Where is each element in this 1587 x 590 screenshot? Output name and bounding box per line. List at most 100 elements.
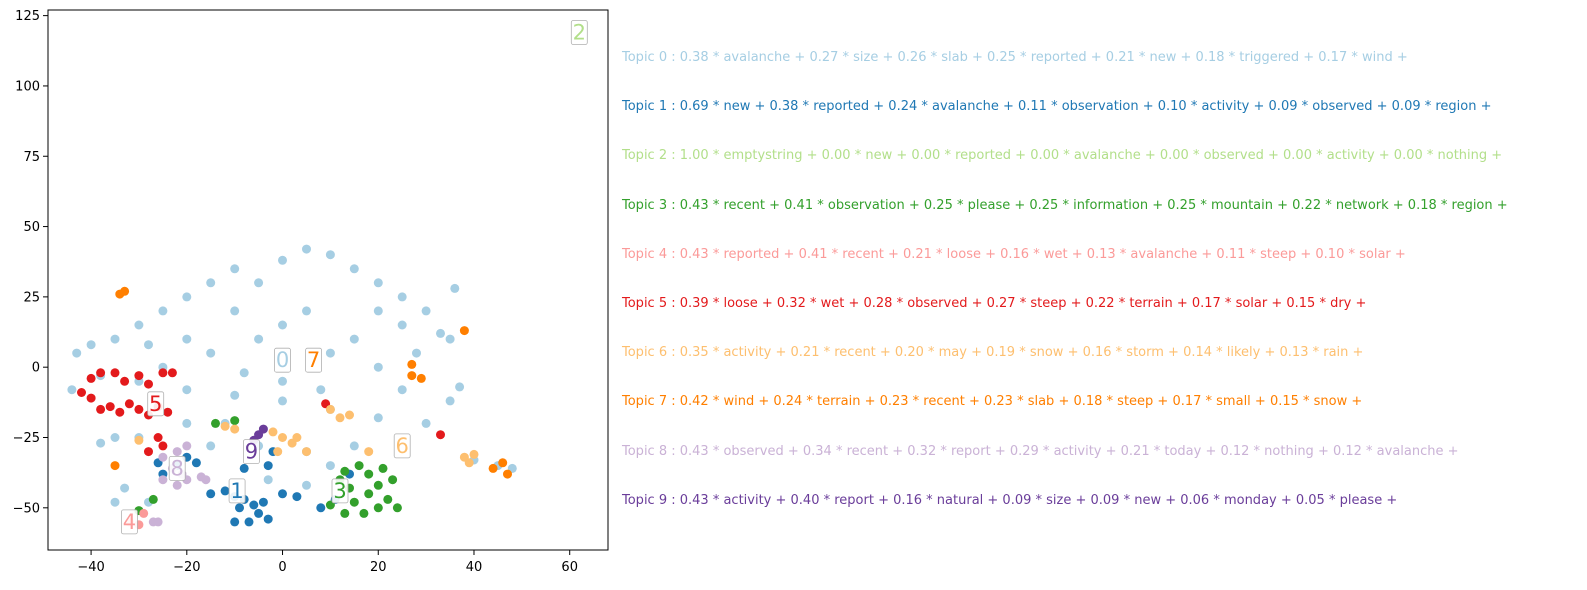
cluster-label-box-7: [305, 347, 323, 373]
point-topic-0-2: [302, 244, 311, 254]
point-topic-7-7: [488, 463, 498, 473]
point-topic-0-21: [278, 396, 287, 406]
point-topic-6-5: [292, 433, 302, 442]
point-topic-0-3: [325, 250, 335, 260]
point-topic-0-65: [144, 340, 153, 350]
point-topic-8-0: [158, 452, 168, 462]
point-topic-7-3: [459, 326, 469, 336]
point-topic-6-14: [364, 447, 374, 457]
point-topic-6-12: [464, 458, 474, 468]
point-topic-3-9: [340, 508, 350, 518]
point-topic-6-4: [273, 447, 283, 457]
point-topic-3-8: [359, 508, 369, 518]
point-topic-0-23: [373, 413, 383, 423]
point-topic-3-13: [364, 469, 374, 479]
point-topic-0-64: [316, 385, 326, 395]
point-topic-6-0: [268, 427, 278, 437]
topic-list: Topic 0 : 0.38 * avalanche + 0.27 * size…: [622, 0, 1582, 590]
topic-line-9: Topic 9 : 0.43 * activity + 0.40 * repor…: [622, 492, 1398, 508]
point-topic-5-21: [436, 430, 445, 440]
cluster-label-9: 9: [245, 440, 258, 464]
point-topic-0-9: [230, 264, 240, 274]
point-topic-8-5: [172, 480, 182, 490]
point-topic-0-7: [421, 306, 431, 316]
point-topic-3-7: [392, 503, 402, 513]
point-topic-0-10: [206, 278, 216, 288]
point-topic-3-12: [378, 463, 388, 473]
point-topic-1-15: [258, 497, 268, 507]
cluster-label-box-4: [121, 509, 138, 535]
point-topic-9-2: [258, 424, 268, 434]
point-topic-1-12: [244, 517, 254, 527]
x-tick-label: −20: [173, 560, 200, 575]
point-topic-0-1: [278, 255, 287, 265]
point-topic-7-1: [120, 286, 130, 296]
point-topic-0-53: [325, 348, 335, 358]
point-topic-7-9: [503, 469, 512, 479]
point-topic-1-17: [278, 489, 287, 499]
point-topic-1-18: [292, 492, 302, 502]
cluster-label-box-6: [393, 433, 411, 459]
point-topic-1-16: [263, 461, 273, 471]
point-topic-5-18: [153, 433, 163, 442]
point-topic-7-4: [416, 373, 426, 383]
point-topic-7-8: [498, 458, 508, 468]
point-topic-5-10: [96, 368, 106, 378]
point-topic-0-50: [278, 320, 287, 330]
point-topic-0-11: [182, 292, 192, 302]
point-topic-0-13: [134, 320, 144, 330]
topic-line-3: Topic 3 : 0.43 * recent + 0.41 * observa…: [622, 197, 1508, 213]
cluster-label-box-3: [331, 478, 349, 504]
point-topic-0-16: [72, 348, 82, 358]
point-topic-8-6: [158, 475, 168, 485]
point-topic-0-46: [412, 348, 421, 358]
cluster-label-box-8: [168, 455, 186, 481]
cluster-label-4: 4: [123, 510, 136, 534]
point-topic-1-5: [206, 489, 216, 499]
x-tick-label: 20: [370, 560, 387, 575]
point-topic-0-42: [450, 283, 460, 293]
point-topic-3-11: [388, 475, 398, 485]
point-topic-0-29: [96, 438, 106, 448]
point-topic-0-52: [254, 334, 264, 344]
point-topic-6-6: [325, 404, 335, 414]
point-topic-1-22: [239, 463, 249, 473]
point-topic-1-4: [191, 458, 201, 468]
point-topic-0-30: [120, 483, 130, 493]
point-topic-3-2: [349, 497, 359, 507]
topic-line-2: Topic 2 : 1.00 * emptystring + 0.00 * ne…: [622, 148, 1503, 164]
cluster-label-8: 8: [171, 456, 184, 480]
point-topic-5-17: [86, 373, 96, 383]
y-tick-label: 25: [23, 290, 40, 305]
y-axis: −50 −25 0 25 50 75 100 125: [13, 9, 48, 516]
point-topic-5-6: [134, 404, 144, 414]
y-tick-label: 100: [15, 79, 40, 94]
point-topic-6-9: [220, 421, 230, 431]
point-topic-1-6: [220, 486, 230, 496]
point-topic-0-15: [86, 340, 96, 350]
cluster-label-7: 7: [307, 348, 320, 372]
point-topic-0-6: [397, 292, 407, 302]
x-tick-label: 40: [466, 560, 483, 575]
y-tick-label: −25: [13, 431, 40, 446]
point-topic-3-3: [364, 489, 374, 499]
x-axis: −40 −20 0 20 40 60: [77, 550, 578, 575]
y-tick-label: −50: [13, 501, 40, 516]
y-tick-label: 75: [23, 150, 40, 165]
point-topic-5-1: [86, 393, 96, 403]
point-topic-0-63: [239, 368, 249, 378]
point-topic-3-4: [373, 480, 383, 490]
point-topic-0-40: [67, 385, 77, 395]
point-topic-8-10: [153, 517, 163, 527]
point-topic-0-24: [421, 418, 431, 428]
cluster-label-3: 3: [333, 479, 346, 503]
point-topic-1-13: [235, 503, 244, 513]
x-tick-label: 0: [278, 560, 286, 575]
point-topic-5-4: [115, 407, 125, 417]
point-topic-0-19: [182, 385, 192, 395]
point-topic-5-5: [124, 399, 134, 409]
point-topic-0-49: [302, 480, 311, 490]
point-topic-6-8: [345, 410, 354, 420]
point-topic-0-28: [110, 433, 120, 442]
points-layer: [67, 244, 517, 530]
